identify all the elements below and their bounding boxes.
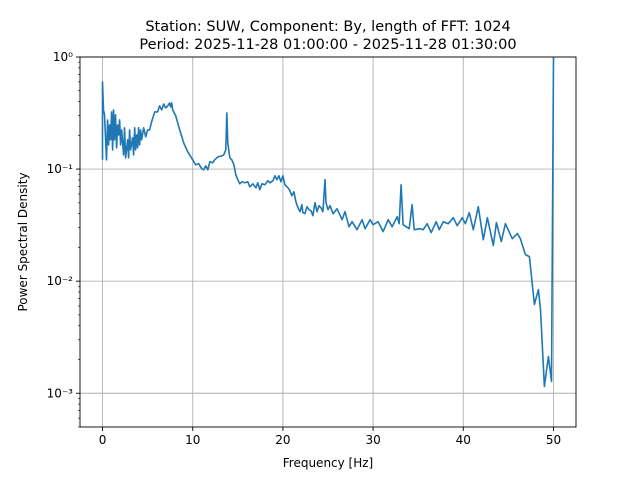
x-axis-label: Frequency [Hz] <box>283 456 374 470</box>
x-tick-label: 50 <box>546 433 561 447</box>
plot-area-frame <box>79 56 577 428</box>
psd-series-line <box>101 57 555 388</box>
chart-title-line2: Period: 2025-11-28 01:00:00 - 2025-11-28… <box>139 37 516 53</box>
y-axis-label: Power Spectral Density <box>16 172 30 311</box>
x-tick-label: 0 <box>99 433 107 447</box>
x-tick-label: 40 <box>456 433 471 447</box>
x-tick-label: 30 <box>365 433 380 447</box>
chart-title-line1: Station: SUW, Component: By, length of F… <box>145 19 510 35</box>
y-tick-label: 10⁻³ <box>47 386 74 400</box>
ticks: 0 10 20 30 40 50 10⁻³ 10⁻² 10⁻¹ 10⁰ <box>47 50 562 447</box>
x-tick-label: 10 <box>185 433 200 447</box>
x-tick-label: 20 <box>275 433 290 447</box>
y-tick-label: 10⁰ <box>53 50 73 64</box>
y-tick-label: 10⁻² <box>47 274 74 288</box>
y-tick-label: 10⁻¹ <box>47 162 74 176</box>
